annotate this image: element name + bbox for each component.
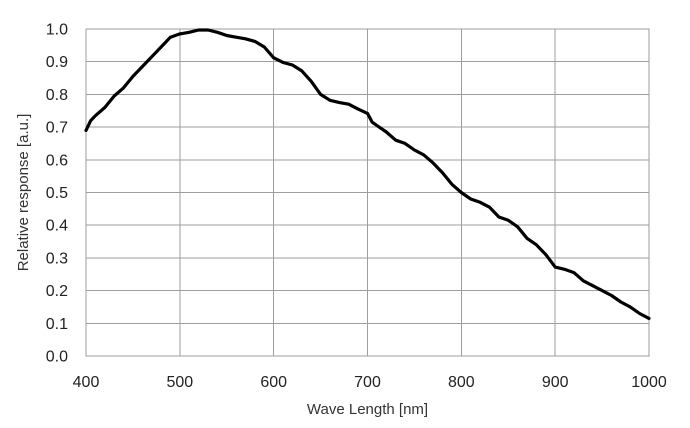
y-axis-ticks: 0.0 0.1 0.2 0.3 0.4 0.5 0.6 0.7 0.8 0.9 1.0 bbox=[46, 22, 68, 366]
x-tick-label: 500 bbox=[166, 374, 193, 391]
y-tick-label: 0.8 bbox=[46, 87, 68, 104]
y-tick-label: 0.4 bbox=[46, 218, 68, 235]
response-curve bbox=[84, 28, 651, 320]
y-tick-label: 0.5 bbox=[46, 185, 68, 202]
y-tick-label: 0.0 bbox=[46, 349, 68, 366]
x-axis-label: Wave Length [nm] bbox=[307, 401, 428, 418]
y-tick-label: 0.2 bbox=[46, 283, 68, 300]
plot-frame bbox=[85, 28, 650, 357]
y-tick-label: 0.9 bbox=[46, 54, 68, 71]
x-tick-label: 400 bbox=[73, 374, 100, 391]
y-tick-label: 1.0 bbox=[46, 22, 68, 39]
y-tick-label: 0.6 bbox=[46, 152, 68, 169]
y-tick-label: 0.1 bbox=[46, 316, 68, 333]
x-tick-label: 700 bbox=[354, 374, 381, 391]
x-tick-label: 900 bbox=[542, 374, 569, 391]
grid bbox=[85, 28, 650, 357]
x-tick-label: 1000 bbox=[631, 374, 667, 391]
y-tick-label: 0.3 bbox=[46, 250, 68, 267]
x-tick-label: 800 bbox=[448, 374, 475, 391]
x-axis-ticks: 400 500 600 700 800 900 1000 bbox=[73, 374, 667, 391]
x-tick-label: 600 bbox=[260, 374, 287, 391]
y-axis-label: Relative response [a.u.] bbox=[15, 114, 32, 272]
y-tick-label: 0.7 bbox=[46, 120, 68, 137]
